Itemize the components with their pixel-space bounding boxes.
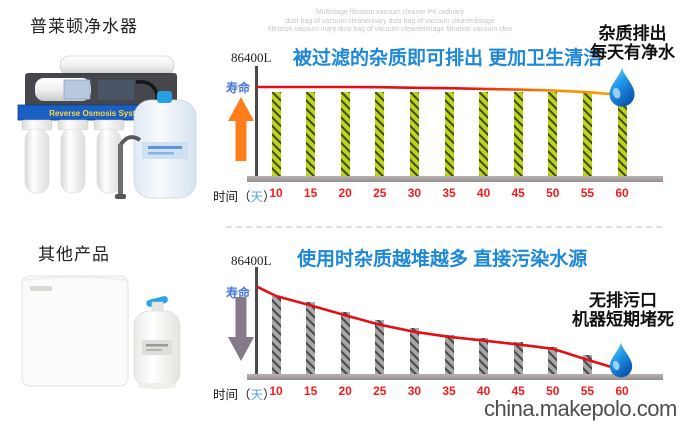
x-tick-label: 35 (442, 186, 456, 200)
bar (444, 92, 454, 178)
x-axis-title: 时间（天） (213, 388, 276, 402)
brand-band-text: Reverse Osmosis System (49, 109, 147, 118)
y-axis-top-label: 86400L (231, 50, 272, 65)
bar (306, 92, 316, 178)
y-axis-label: 寿命 (226, 81, 251, 95)
bar (271, 92, 281, 178)
x-tick-label: 40 (476, 384, 491, 398)
x-tick-label: 25 (373, 186, 387, 200)
top-watermark-text: Multistage filtration vacuum cleaner PK … (238, 9, 542, 35)
chart-title: 被过滤的杂质即可排出 更加卫生清洁 (293, 48, 603, 69)
x-tick-label: 60 (615, 186, 629, 200)
x-axis-ticks: 时间（天） 10 15 20 25 30 35 40 45 50 55 60 (213, 0, 680, 213)
up-arrow-icon (228, 97, 254, 161)
watermark-line: dust bag of vacuum cleanerinary dust bag… (285, 17, 495, 25)
chart-annotation: 杂质排出 每天有净水 (590, 24, 675, 62)
x-tick-label: 55 (580, 186, 595, 200)
product1-label: 普莱顿净水器 (30, 17, 138, 36)
x-tick-label: 45 (511, 186, 525, 200)
x-tick-label: 50 (546, 186, 560, 200)
x-tick-label: 20 (338, 384, 352, 398)
chart-other-product: 86400L 使用时杂质越堆越多 直接污染水源 无排污口 机器短期堵死 寿命 (213, 213, 680, 426)
bar (479, 92, 489, 178)
x-tick-label: 25 (373, 384, 387, 398)
x-tick-label: 10 (269, 384, 283, 398)
ro-purifier-image: Reverse Osmosis System (17, 55, 197, 199)
bar (582, 92, 592, 178)
filter-cartridges (21, 119, 125, 194)
x-tick-label: 35 (442, 384, 456, 398)
x-axis-ticks: 时间（天） 10 15 20 25 30 35 40 45 50 55 60 (213, 213, 680, 426)
bar (340, 92, 350, 178)
y-axis-top-label: 86400L (231, 253, 272, 268)
x-axis-baseline (247, 176, 663, 182)
site-watermark: china.makepolo.com (484, 396, 677, 421)
section-divider (226, 226, 662, 228)
x-axis-baseline (247, 374, 663, 380)
y-axis-label: 寿命 (226, 286, 251, 300)
x-tick-label: 60 (615, 384, 629, 398)
x-tick-label: 20 (338, 186, 352, 200)
water-drop-icon (609, 66, 635, 107)
x-axis-title: 时间（天） (213, 190, 276, 204)
bar (617, 92, 627, 178)
bar (513, 92, 523, 178)
watermark-line: Multistage filtration vacuum cleaner PK … (315, 9, 465, 16)
x-tick-label: 55 (580, 384, 595, 398)
chart-purifier: 86400L 被过滤的杂质即可排出 更加卫生清洁 杂质排出 每天有净水 寿命 (213, 0, 680, 213)
box-logo-mark (30, 286, 52, 291)
watermark-line: filtration vacuum inary dust bag of vacu… (268, 26, 512, 33)
x-tick-label: 15 (303, 384, 318, 398)
y-axis-line (255, 66, 258, 181)
down-arrow-icon (228, 297, 254, 361)
x-tick-label: 40 (476, 186, 491, 200)
x-tick-label: 45 (511, 384, 525, 398)
x-tick-label: 30 (407, 186, 422, 200)
x-tick-label: 15 (303, 186, 318, 200)
x-tick-label: 30 (407, 384, 422, 398)
chart-title: 使用时杂质越堆越多 直接污染水源 (297, 249, 588, 270)
x-tick-label: 10 (269, 186, 283, 200)
x-tick-label: 50 (546, 384, 560, 398)
bar (409, 92, 419, 178)
other-purifier-image (21, 275, 181, 389)
product2-label: 其他产品 (38, 245, 110, 264)
bar (548, 92, 558, 178)
water-drop-icon (609, 341, 633, 378)
bar (375, 92, 385, 178)
